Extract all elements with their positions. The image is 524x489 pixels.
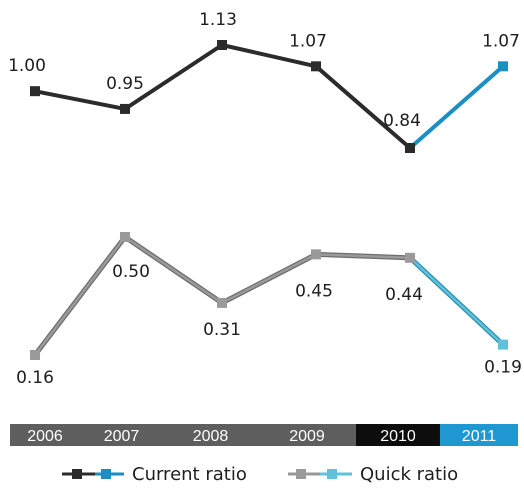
current-ratio-point — [120, 103, 130, 114]
data-labels: 1.00 0.95 1.13 1.07 0.84 1.07 0.16 0.50 0.31 0.45… — [8, 10, 522, 388]
quick-ratio-segment — [123, 235, 224, 305]
current-ratio-segment — [33, 89, 127, 111]
year-tick-label: 2006 — [27, 428, 63, 445]
current-ratio-segment — [123, 43, 224, 111]
quick-ratio-legend-marker-highlight — [327, 469, 337, 479]
current-ratio-segment — [408, 64, 505, 150]
year-band-segment — [258, 424, 356, 446]
current-ratio-segment — [220, 43, 318, 69]
quick-ratio-point — [311, 249, 321, 260]
year-band-segment — [163, 424, 258, 446]
current-ratio-legend-marker — [72, 469, 82, 479]
quick-ratio-label: 0.50 — [112, 262, 150, 282]
year-band-segment — [356, 424, 440, 446]
quick-ratio-segment — [314, 253, 412, 260]
quick-ratio-segment — [33, 235, 127, 357]
quick-ratio-point — [30, 350, 40, 360]
year-tick-label: 2008 — [193, 428, 229, 445]
year-tick-label: 2011 — [462, 428, 497, 445]
quick-ratio-label: 0.16 — [16, 368, 54, 388]
quick-ratio-label: 0.19 — [484, 358, 522, 378]
year-tick-label: 2009 — [289, 428, 325, 445]
current-ratio-label: 1.00 — [8, 56, 46, 76]
quick-ratio-legend-label: Quick ratio — [360, 464, 458, 485]
year-band-segment — [440, 424, 518, 446]
current-ratio-series — [33, 43, 505, 150]
year-band-segment — [10, 424, 80, 446]
current-ratio-point — [217, 40, 227, 50]
quick-ratio-label: 0.45 — [295, 281, 333, 301]
quick-ratio-point — [405, 252, 415, 263]
quick-ratio-point — [498, 339, 508, 350]
quick-ratio-segment — [408, 256, 505, 346]
current-ratio-point — [405, 143, 415, 153]
current-ratio-label: 1.07 — [482, 31, 520, 51]
legend: Current ratio Quick ratio — [62, 464, 458, 485]
quick-ratio-point — [217, 297, 227, 308]
quick-ratio-point — [120, 232, 130, 242]
year-axis-band: 2006 2007 2008 2009 2010 2011 — [10, 424, 518, 446]
current-ratio-point — [311, 61, 321, 72]
year-tick-label: 2010 — [380, 428, 416, 445]
current-ratio-label: 1.07 — [289, 31, 327, 51]
current-ratio-segment — [314, 64, 412, 150]
current-ratio-legend-label: Current ratio — [132, 464, 247, 485]
current-ratio-point — [30, 86, 40, 97]
year-tick-label: 2007 — [104, 428, 140, 445]
quick-ratio-segment — [220, 253, 318, 305]
current-ratio-label: 0.95 — [106, 74, 144, 94]
quick-ratio-label: 0.44 — [385, 285, 423, 305]
current-ratio-legend-marker-highlight — [101, 469, 111, 479]
quick-ratio-legend-marker — [296, 469, 306, 479]
current-ratio-label: 1.13 — [199, 10, 237, 30]
data-points — [30, 40, 508, 360]
current-ratio-label: 0.84 — [383, 111, 421, 131]
quick-ratio-series — [32, 234, 506, 358]
current-ratio-point — [498, 61, 508, 72]
year-band-segment — [80, 424, 163, 446]
quick-ratio-label: 0.31 — [203, 320, 241, 340]
